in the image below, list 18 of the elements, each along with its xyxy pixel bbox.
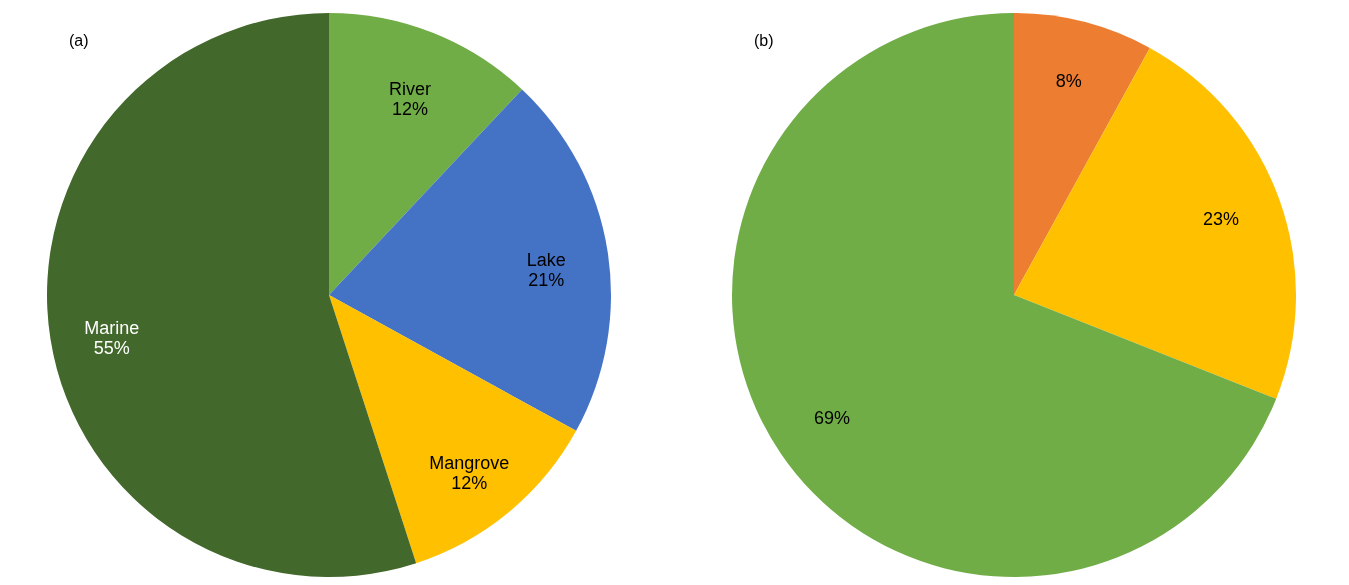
data-label: 21% (528, 269, 565, 290)
text: (b) (754, 32, 774, 49)
pie-slice (1014, 13, 1150, 295)
data-label: 55% (93, 338, 130, 359)
slice-label: River (388, 79, 431, 100)
pie-slice (1014, 47, 1296, 399)
data-label: 23% (1202, 209, 1239, 230)
data-label: 8% (1055, 70, 1082, 91)
pie-slice (732, 13, 1277, 577)
data-label: 12% (391, 99, 428, 120)
slice-label: Marine (84, 318, 140, 339)
pie-slice (329, 295, 577, 564)
data-label: 69% (814, 407, 851, 428)
data-label: 12% (451, 473, 488, 494)
slice-label: Mangrove (429, 453, 510, 474)
slice-label: Lake (526, 249, 566, 270)
pie-slice (329, 13, 523, 295)
text: (a) (69, 32, 89, 49)
